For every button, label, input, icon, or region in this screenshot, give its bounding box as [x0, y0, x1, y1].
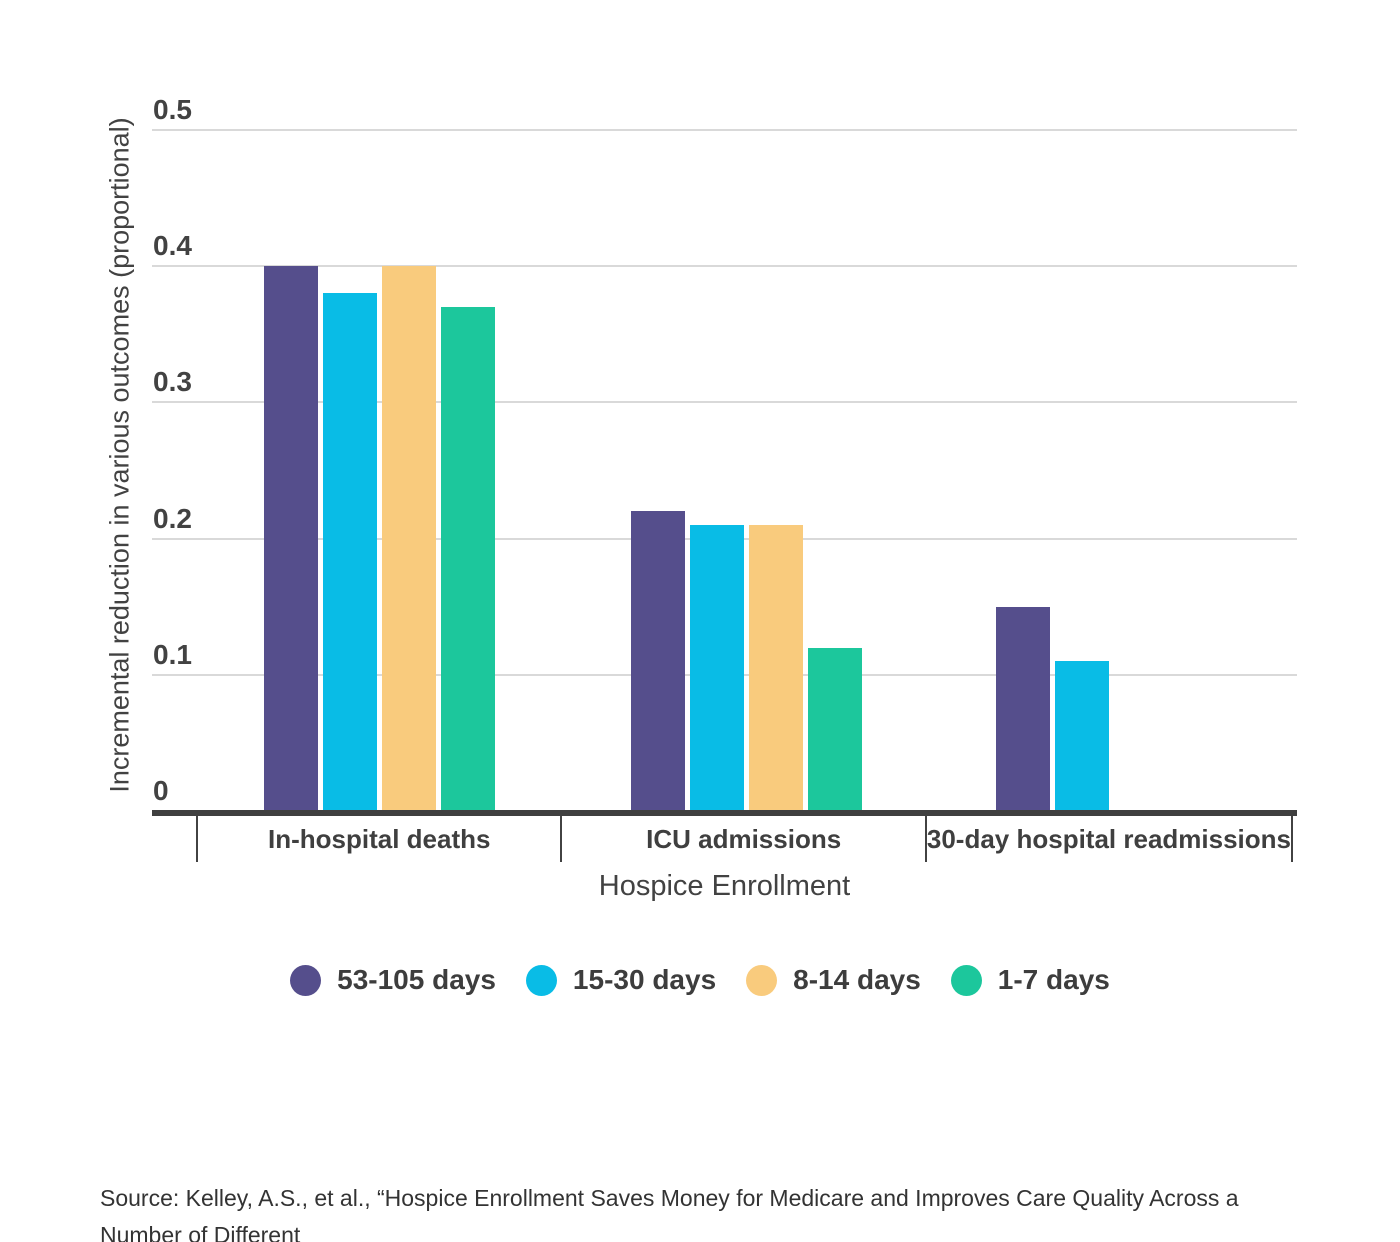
legend-label-8-14-days: 8-14 days [793, 964, 921, 995]
bar-1-7-days-icu-admissions [808, 647, 862, 811]
bar-15-30-days-icu-admissions [690, 524, 744, 811]
category-label-in-hospital-deaths: In-hospital deaths [196, 816, 560, 862]
bar-8-14-days-in-hospital-deaths [382, 266, 436, 811]
bar-53-105-days-30-day-hospital-readmissions [996, 606, 1050, 811]
bar-53-105-days-icu-admissions [631, 511, 685, 811]
legend-item-8-14-days: 8-14 days [746, 964, 921, 996]
plot-area: 0 0.1 0.2 0.3 0.4 0.5 [152, 94, 1297, 811]
legend-label-1-7-days: 1-7 days [997, 964, 1110, 995]
y-tick-label-0.2: 0.2 [153, 502, 192, 534]
category-axis: In-hospital deaths ICU admissions 30-day h… [196, 816, 1294, 862]
y-tick-label-0.5: 0.5 [153, 94, 192, 125]
y-tick-label-0.3: 0.3 [153, 366, 192, 398]
bar-1-7-days-in-hospital-deaths [441, 307, 495, 811]
source-citation: Source: Kelley, A.S., et al., “Hospice E… [100, 1106, 1320, 1242]
source-line-1: Source: Kelley, A.S., et al., “Hospice E… [100, 1185, 1245, 1242]
bar-53-105-days-in-hospital-deaths [264, 266, 318, 811]
legend-label-15-30-days: 15-30 days [572, 964, 717, 995]
legend-item-1-7-days: 1-7 days [950, 964, 1110, 996]
category-label-30-day-hospital-readmissions: 30-day hospital readmissions [924, 816, 1294, 862]
y-tick-label-0.4: 0.4 [153, 230, 192, 262]
bar-15-30-days-30-day-hospital-readmissions [1055, 661, 1109, 811]
legend-item-53-105-days: 53-105 days [290, 964, 496, 996]
legend-dot-53-105-days [290, 964, 322, 996]
category-label-icu-admissions: ICU admissions [560, 816, 924, 862]
gridline-0.5 [152, 129, 1297, 131]
legend-dot-15-30-days [525, 964, 557, 996]
bar-8-14-days-icu-admissions [749, 524, 803, 811]
gridline-0.3 [152, 401, 1297, 404]
legend-label-53-105-days: 53-105 days [337, 964, 496, 995]
legend-dot-1-7-days [950, 964, 982, 996]
y-tick-label-0: 0 [153, 775, 169, 806]
x-axis-title: Hospice Enrollment [598, 870, 851, 902]
gridline-0.4 [152, 265, 1297, 268]
legend-dot-8-14-days [746, 964, 778, 996]
x-axis-line [152, 810, 1297, 816]
y-axis-title: Incremental reduction in various outcome… [104, 117, 135, 793]
legend: 53-105 days 15-30 days 8-14 days 1-7 days [0, 956, 1400, 1004]
legend-item-15-30-days: 15-30 days [525, 964, 717, 996]
bar-15-30-days-in-hospital-deaths [323, 293, 377, 811]
y-tick-label-0.1: 0.1 [153, 638, 192, 670]
